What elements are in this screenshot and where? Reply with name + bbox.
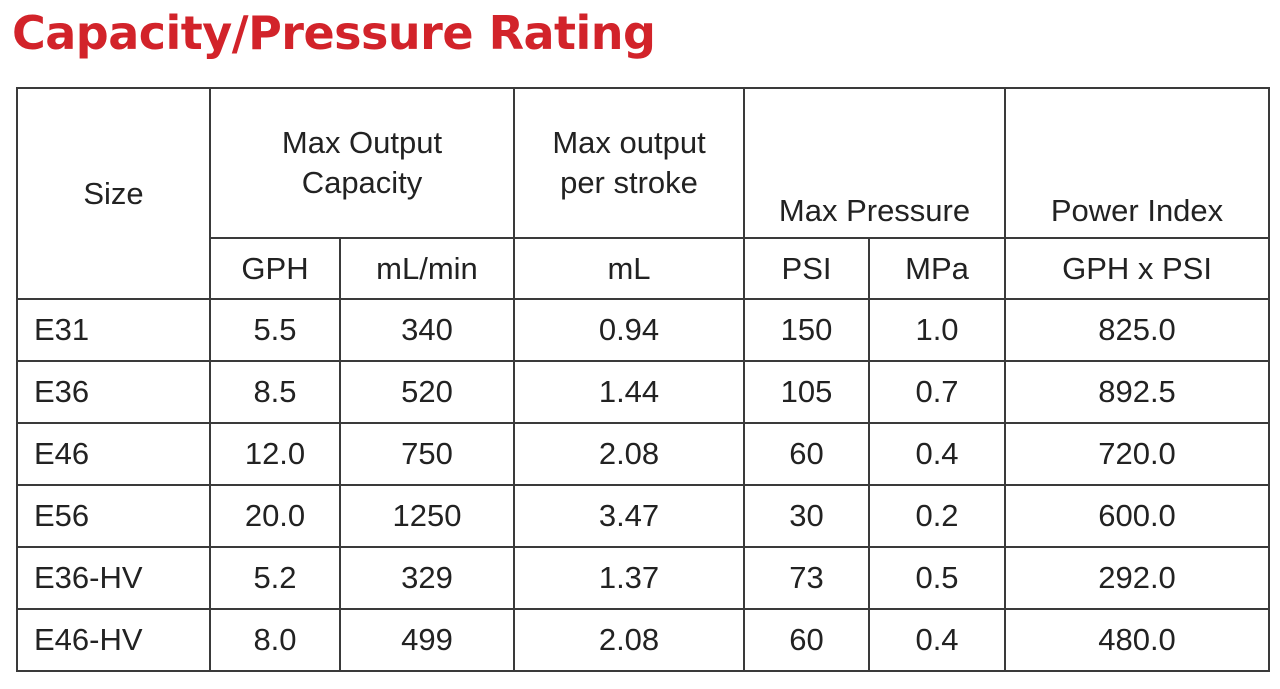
cell-gph: 8.0 (209, 608, 341, 672)
header-max-output-per-stroke: Max output per stroke (513, 87, 745, 239)
table-row: E46 12.0 750 2.08 60 0.4 720.0 (16, 422, 1271, 486)
cell-gph: 12.0 (209, 422, 341, 486)
cell-ml-min: 1250 (339, 484, 515, 548)
cell-size: E46 (16, 422, 211, 486)
cell-mpa: 0.4 (867, 608, 1007, 672)
cell-ml-min: 329 (339, 546, 515, 610)
unit-ml: mL (513, 237, 745, 300)
cell-mpa: 0.7 (867, 360, 1007, 424)
cell-gph: 8.5 (209, 360, 341, 424)
page-title: Capacity/Pressure Rating (12, 6, 656, 60)
table-row: E36-HV 5.2 329 1.37 73 0.5 292.0 (16, 546, 1271, 610)
unit-gph: GPH (209, 237, 341, 300)
header-row-units: GPH mL/min mL PSI MPa GPH x PSI (17, 237, 1271, 300)
cell-gph: 20.0 (209, 484, 341, 548)
cell-ml: 2.08 (513, 608, 745, 672)
cell-size: E56 (16, 484, 211, 548)
cell-mpa: 0.4 (867, 422, 1007, 486)
unit-gph-x-psi: GPH x PSI (1004, 237, 1271, 300)
cell-gph: 5.2 (209, 546, 341, 610)
cell-size: E31 (16, 298, 211, 362)
cell-size: E36-HV (16, 546, 211, 610)
cell-ml-min: 340 (339, 298, 515, 362)
cell-ml: 0.94 (513, 298, 745, 362)
cell-psi: 60 (743, 608, 870, 672)
header-size: Size (16, 87, 211, 300)
cell-size: E46-HV (16, 608, 211, 672)
cell-ml: 1.44 (513, 360, 745, 424)
cell-power-index: 600.0 (1004, 484, 1271, 548)
cell-mpa: 0.5 (867, 546, 1007, 610)
cell-psi: 105 (743, 360, 870, 424)
cell-power-index: 720.0 (1004, 422, 1271, 486)
cell-psi: 60 (743, 422, 870, 486)
cell-mpa: 1.0 (867, 298, 1007, 362)
cell-psi: 30 (743, 484, 870, 548)
header-row-top: Size Max Output Capacity Max output per … (16, 87, 1271, 300)
header-max-output-capacity: Max Output Capacity (209, 87, 515, 239)
unit-mpa: MPa (867, 237, 1007, 300)
cell-power-index: 480.0 (1004, 608, 1271, 672)
table-row: E31 5.5 340 0.94 150 1.0 825.0 (16, 298, 1271, 362)
cell-psi: 73 (743, 546, 870, 610)
cell-power-index: 892.5 (1004, 360, 1271, 424)
cell-ml-min: 520 (339, 360, 515, 424)
cell-ml: 2.08 (513, 422, 745, 486)
cell-ml: 3.47 (513, 484, 745, 548)
unit-ml-min: mL/min (339, 237, 515, 300)
cell-psi: 150 (743, 298, 870, 362)
header-power-index: Power Index (1004, 87, 1271, 239)
cell-gph: 5.5 (209, 298, 341, 362)
cell-ml-min: 750 (339, 422, 515, 486)
table-row: E56 20.0 1250 3.47 30 0.2 600.0 (16, 484, 1271, 548)
header-max-pressure: Max Pressure (742, 87, 1007, 239)
unit-psi: PSI (743, 237, 870, 300)
capacity-pressure-table: Size Max Output Capacity Max output per … (16, 87, 1271, 672)
cell-size: E36 (16, 360, 211, 424)
cell-mpa: 0.2 (867, 484, 1007, 548)
cell-ml: 1.37 (513, 546, 745, 610)
table-row: E36 8.5 520 1.44 105 0.7 892.5 (16, 360, 1271, 424)
table-row: E46-HV 8.0 499 2.08 60 0.4 480.0 (16, 608, 1271, 672)
cell-power-index: 292.0 (1004, 546, 1271, 610)
cell-power-index: 825.0 (1004, 298, 1271, 362)
cell-ml-min: 499 (339, 608, 515, 672)
